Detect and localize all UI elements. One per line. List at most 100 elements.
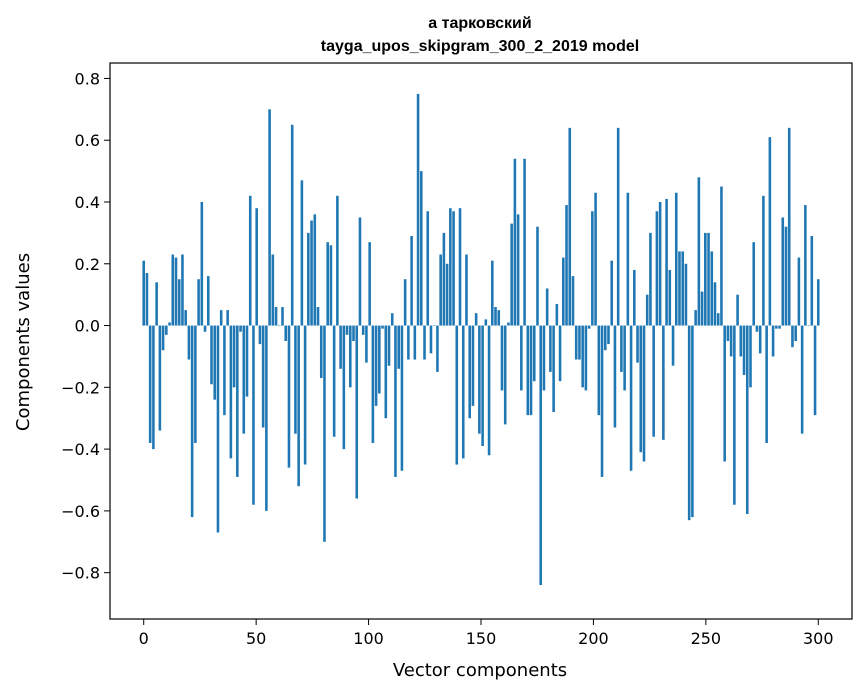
bar [155, 282, 158, 326]
bar [255, 208, 258, 326]
bar [294, 325, 297, 434]
bar [400, 325, 404, 471]
bar [371, 325, 375, 443]
bar [358, 217, 362, 326]
bar [749, 325, 752, 388]
bar [733, 325, 736, 505]
chart-title: а тарковский [428, 15, 531, 32]
bar [539, 325, 542, 586]
bar [439, 254, 442, 326]
bar [704, 232, 707, 326]
y-tick-label: 0.0 [75, 317, 100, 336]
bar [710, 251, 714, 326]
bar [610, 260, 614, 326]
bar [545, 288, 549, 326]
bar [600, 325, 604, 477]
bar [684, 263, 688, 326]
bar [781, 217, 785, 326]
y-tick-label: 0.2 [75, 255, 100, 274]
bar [639, 325, 643, 453]
bar [152, 325, 155, 450]
bar [716, 313, 720, 326]
bar [755, 325, 759, 332]
bar [268, 109, 271, 326]
bar [190, 325, 194, 518]
bar [455, 325, 459, 465]
bar [642, 325, 646, 462]
bar [532, 325, 536, 382]
bar [142, 260, 146, 326]
bar [571, 276, 575, 326]
x-tick-label: 150 [466, 629, 497, 648]
bar [771, 325, 775, 357]
bar [442, 232, 446, 326]
bar [261, 325, 265, 428]
bar [177, 279, 181, 326]
bar [426, 211, 430, 326]
bar [316, 307, 320, 326]
bar [300, 180, 304, 326]
bar [816, 279, 820, 326]
bar [436, 325, 439, 372]
bar [629, 325, 633, 471]
bar [529, 325, 533, 416]
bar [620, 325, 623, 372]
bar [194, 325, 197, 443]
bar [581, 325, 584, 388]
bar [374, 325, 378, 406]
bar [336, 195, 339, 326]
bar [597, 325, 601, 416]
bar [487, 325, 491, 456]
bar [491, 260, 494, 326]
bar [274, 307, 278, 326]
bar [778, 325, 781, 329]
bar [736, 294, 739, 326]
bar [329, 245, 333, 326]
bar [210, 325, 213, 385]
bar [355, 325, 359, 499]
bar [655, 211, 659, 326]
bar [468, 325, 471, 419]
bar [678, 251, 681, 326]
y-tick-label: −0.2 [61, 378, 100, 397]
bar [697, 177, 701, 326]
bar [232, 325, 236, 388]
bar [423, 325, 426, 360]
bar [307, 232, 310, 326]
bar [549, 325, 552, 372]
x-axis-label: Vector components [393, 660, 567, 681]
bar [791, 325, 794, 348]
bar [804, 205, 807, 326]
bar [242, 325, 246, 434]
bar [536, 226, 539, 326]
bar [197, 279, 200, 326]
bar [245, 325, 249, 397]
bar [510, 223, 513, 326]
bar [603, 325, 607, 351]
x-tick-label: 0 [139, 629, 149, 648]
bar [239, 325, 242, 332]
bar [742, 325, 746, 375]
bar [458, 208, 462, 326]
bar [184, 310, 187, 326]
bar [787, 127, 791, 326]
bar [181, 254, 184, 326]
bar [552, 325, 555, 413]
y-tick-label: 0.8 [75, 69, 100, 88]
bar [342, 325, 346, 450]
bar [765, 325, 768, 443]
bar [203, 325, 207, 332]
bar [807, 325, 810, 327]
bar [810, 235, 814, 326]
bar [565, 205, 568, 326]
bar [794, 325, 797, 341]
bar [145, 273, 149, 326]
y-tick-label: 0.4 [75, 193, 100, 212]
bar [303, 325, 307, 465]
bar [368, 242, 371, 326]
x-tick-label: 250 [691, 629, 722, 648]
bar [420, 171, 423, 326]
bar [478, 325, 481, 434]
bar [171, 254, 175, 326]
bar [584, 325, 588, 391]
